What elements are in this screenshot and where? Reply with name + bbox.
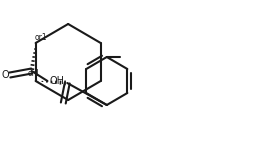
Text: or1: or1 — [34, 33, 47, 41]
Text: or1: or1 — [27, 69, 40, 78]
Text: O: O — [1, 70, 9, 80]
Text: OH: OH — [50, 76, 65, 86]
